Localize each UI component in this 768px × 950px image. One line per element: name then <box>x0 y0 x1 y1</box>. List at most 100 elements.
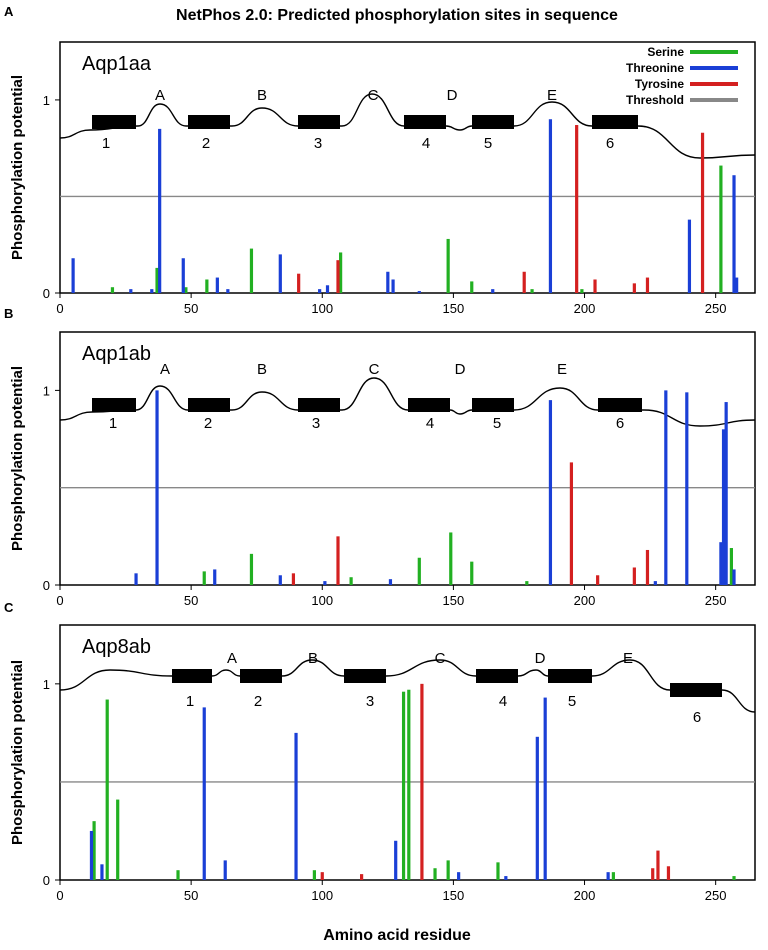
plot-frame <box>59 41 756 294</box>
transmembrane-box-3 <box>298 115 340 129</box>
x-tick-label: 0 <box>56 888 63 903</box>
bar-serine <box>401 691 406 880</box>
bar-tyrosine <box>651 868 655 880</box>
x-tick-label: 50 <box>184 301 198 316</box>
gene-name: Aqp1aa <box>82 53 152 75</box>
bar-threonine <box>543 697 547 880</box>
transmembrane-box-2 <box>188 398 230 412</box>
x-tick-label: 50 <box>184 593 198 608</box>
loop-label: A <box>155 87 165 104</box>
bar-threonine <box>457 872 461 880</box>
bar-threonine <box>388 579 393 585</box>
bar-threonine <box>724 402 728 585</box>
bar-serine <box>525 581 529 585</box>
gene-name: Aqp1ab <box>82 343 151 365</box>
gene-name: Aqp8ab <box>82 636 151 658</box>
bar-threonine <box>721 429 726 585</box>
bar-threonine <box>685 392 689 585</box>
helix-number: 3 <box>314 135 322 152</box>
bar-threonine <box>226 289 230 293</box>
bar-tyrosine <box>575 125 579 294</box>
bar-tyrosine <box>632 283 636 293</box>
x-tick-label: 50 <box>184 888 198 903</box>
loop-label: C <box>369 361 380 378</box>
bar-threonine <box>294 732 298 880</box>
bar-serine <box>580 289 584 293</box>
helix-number: 1 <box>102 135 110 152</box>
bar-tyrosine <box>320 872 324 880</box>
bar-serine <box>729 548 733 585</box>
bar-tyrosine <box>596 575 600 585</box>
legend-label: Threshold <box>626 93 684 107</box>
bar-serine <box>105 699 109 880</box>
bar-threonine <box>325 285 330 293</box>
x-tick-label: 150 <box>443 888 465 903</box>
bar-threonine <box>181 258 185 293</box>
y-tick-label: 1 <box>43 93 50 108</box>
transmembrane-box-2 <box>188 115 230 129</box>
y-tick-label: 0 <box>43 286 50 301</box>
helix-number: 1 <box>109 415 117 432</box>
bar-threonine <box>323 581 327 585</box>
bar-tyrosine <box>666 866 671 880</box>
y-tick-label: 1 <box>43 383 50 398</box>
x-tick-label: 0 <box>56 593 63 608</box>
panel-letter: A <box>4 4 14 19</box>
loop-label: B <box>308 650 318 667</box>
bar-serine <box>470 561 474 585</box>
transmembrane-box-3 <box>298 398 340 412</box>
bar-threonine <box>150 289 154 293</box>
bar-tyrosine <box>569 462 574 585</box>
bar-serine <box>417 557 421 585</box>
x-tick-label: 150 <box>443 593 465 608</box>
loop-label: B <box>257 87 267 104</box>
panel-C: C Phosphorylation potential 0 1 0 50 100 150 200… <box>4 600 756 903</box>
bar-tyrosine <box>291 573 296 585</box>
y-tick-label: 1 <box>43 677 50 692</box>
helix-number: 4 <box>426 415 434 432</box>
y-axis-label: Phosphorylation potential <box>9 75 26 260</box>
transmembrane-box-5 <box>472 115 514 129</box>
transmembrane-box-4 <box>404 115 446 129</box>
loop-label: E <box>547 87 557 104</box>
bar-serine <box>349 577 353 585</box>
helix-number: 5 <box>484 135 492 152</box>
bar-threonine <box>71 258 75 293</box>
bar-serine <box>611 872 615 880</box>
bar-serine <box>732 876 736 880</box>
bar-serine <box>433 868 437 880</box>
topology-line <box>59 659 756 713</box>
bar-serine <box>205 279 209 293</box>
bar-serine <box>92 821 96 880</box>
bar-threonine <box>202 707 206 880</box>
legend-label: Threonine <box>626 61 684 75</box>
helix-number: 3 <box>366 693 374 710</box>
loop-label: A <box>160 361 170 378</box>
panel-letter: C <box>4 600 14 615</box>
bar-serine <box>249 248 254 293</box>
bar-tyrosine <box>645 277 650 293</box>
bar-serine <box>496 862 500 880</box>
bar-threonine <box>664 390 668 585</box>
x-tick-label: 150 <box>443 301 465 316</box>
bar-threonine <box>417 291 421 293</box>
bar-serine <box>110 287 115 293</box>
transmembrane-box-5 <box>548 669 592 683</box>
x-tick-label: 250 <box>705 301 727 316</box>
helix-number: 5 <box>493 415 501 432</box>
bar-threonine <box>158 128 162 293</box>
helix-number: 2 <box>202 135 210 152</box>
bar-tyrosine <box>645 549 650 585</box>
x-tick-label: 250 <box>705 888 727 903</box>
bar-serine <box>184 287 188 293</box>
figure-title: NetPhos 2.0: Predicted phosphorylation s… <box>176 7 618 24</box>
bar-tyrosine <box>297 273 301 293</box>
helix-number: 2 <box>254 693 262 710</box>
bar-threonine <box>687 219 692 293</box>
transmembrane-box-6 <box>670 683 722 697</box>
bar-serine <box>176 870 180 880</box>
transmembrane-box-3 <box>344 669 386 683</box>
panel-A: A Phosphorylation potential 0 1 0 50 100 150 200… <box>4 4 756 316</box>
